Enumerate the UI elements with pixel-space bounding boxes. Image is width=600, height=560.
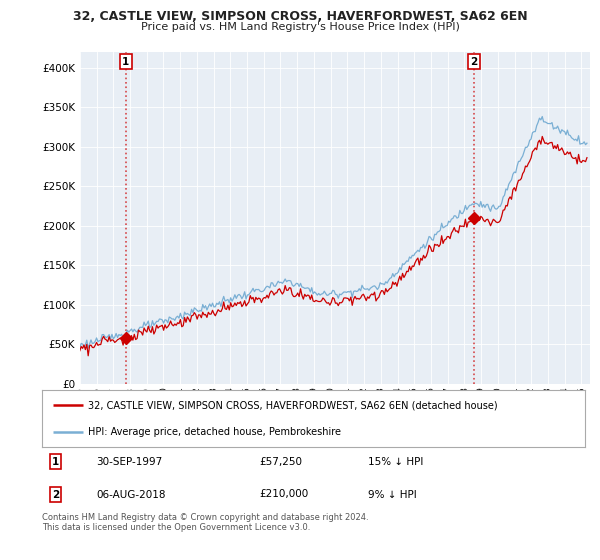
Text: HPI: Average price, detached house, Pembrokeshire: HPI: Average price, detached house, Pemb… [88, 427, 341, 437]
Text: 32, CASTLE VIEW, SIMPSON CROSS, HAVERFORDWEST, SA62 6EN: 32, CASTLE VIEW, SIMPSON CROSS, HAVERFOR… [73, 10, 527, 23]
Text: 32, CASTLE VIEW, SIMPSON CROSS, HAVERFORDWEST, SA62 6EN (detached house): 32, CASTLE VIEW, SIMPSON CROSS, HAVERFOR… [88, 400, 498, 410]
Text: £210,000: £210,000 [259, 489, 308, 500]
Text: 9% ↓ HPI: 9% ↓ HPI [368, 489, 416, 500]
Text: 30-SEP-1997: 30-SEP-1997 [97, 456, 163, 466]
Text: Contains HM Land Registry data © Crown copyright and database right 2024.
This d: Contains HM Land Registry data © Crown c… [42, 513, 368, 533]
Text: 15% ↓ HPI: 15% ↓ HPI [368, 456, 423, 466]
Text: Price paid vs. HM Land Registry's House Price Index (HPI): Price paid vs. HM Land Registry's House … [140, 22, 460, 32]
Text: 06-AUG-2018: 06-AUG-2018 [97, 489, 166, 500]
Text: 2: 2 [52, 489, 59, 500]
Text: £57,250: £57,250 [259, 456, 302, 466]
Text: 2: 2 [470, 57, 478, 67]
Text: 1: 1 [52, 456, 59, 466]
Text: 1: 1 [122, 57, 130, 67]
